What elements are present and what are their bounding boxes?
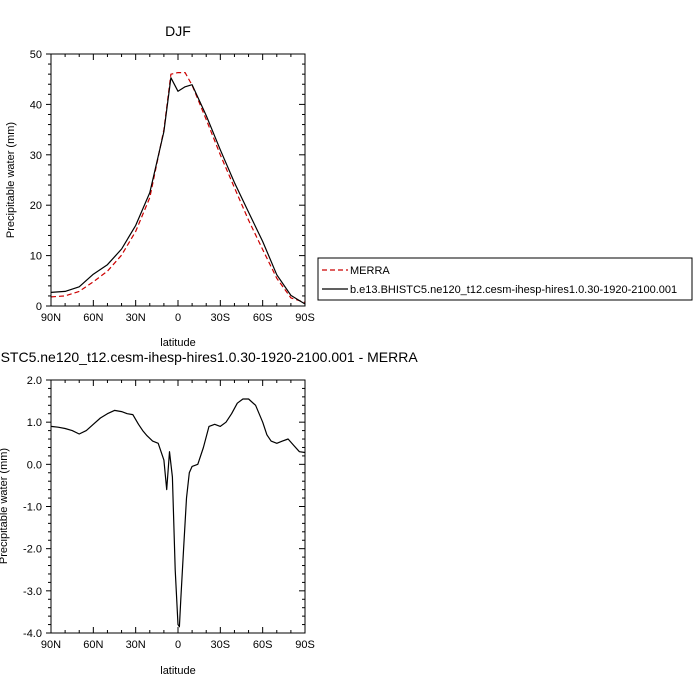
bottom-ticks: 90N 60N 30N 0 30S 60S 90S -4.0 -3.0 -2.0 -1.0 0.0 1.… — [23, 375, 315, 651]
series-line-difference — [50, 398, 306, 628]
x-tick-label: 60N — [83, 639, 103, 651]
top-x-axis-label: latitude — [160, 337, 195, 349]
bottom-panel: b.e13.BHISTC5.ne120_t12.cesm-ihesp-hires… — [0, 349, 418, 677]
y-tick-label: -2.0 — [23, 544, 42, 556]
x-tick-label: 60S — [253, 639, 273, 651]
x-tick-label: 90N — [41, 639, 61, 651]
x-tick-label: 90S — [295, 312, 315, 324]
y-tick-label: 0.0 — [27, 459, 42, 471]
bottom-x-axis-label: latitude — [160, 665, 195, 677]
bottom-y-axis-label: Precipitable water (mm) — [0, 448, 10, 564]
y-tick-label: 40 — [30, 99, 42, 111]
x-tick-label: 90N — [41, 312, 61, 324]
y-tick-label: 1.0 — [27, 417, 42, 429]
series-line-model — [50, 77, 306, 305]
legend: MERRA b.e13.BHISTC5.ne120_t12.cesm-ihesp… — [317, 257, 693, 301]
y-tick-label: -1.0 — [23, 502, 42, 514]
legend-label-merra: MERRA — [350, 265, 390, 277]
bottom-chart-title: b.e13.BHISTC5.ne120_t12.cesm-ihesp-hires… — [0, 349, 418, 365]
x-tick-label: 30S — [211, 312, 231, 324]
legend-box — [317, 257, 693, 301]
x-tick-label: 0 — [175, 639, 181, 651]
x-tick-label: 60S — [253, 312, 273, 324]
x-tick-label: 30N — [126, 312, 146, 324]
y-tick-label: 2.0 — [27, 375, 42, 387]
x-tick-label: 30N — [126, 639, 146, 651]
y-tick-label: -3.0 — [23, 586, 42, 598]
top-panel: DJF 90N 60N 30N 0 30S 60S 90S 0 10 20 30 40 50 latit… — [5, 23, 315, 349]
bottom-series-layer — [50, 398, 306, 628]
series-line-merra — [50, 71, 306, 304]
top-chart-title: DJF — [165, 23, 191, 39]
y-tick-label: 50 — [30, 49, 42, 61]
top-y-axis-label: Precipitable water (mm) — [5, 122, 17, 238]
y-tick-label: -4.0 — [23, 628, 42, 640]
y-tick-label: 30 — [30, 150, 42, 162]
top-plot-frame — [50, 53, 306, 307]
legend-label-model: b.e13.BHISTC5.ne120_t12.cesm-ihesp-hires… — [350, 284, 677, 296]
x-tick-label: 0 — [175, 312, 181, 324]
top-ticks: 90N 60N 30N 0 30S 60S 90S 0 10 20 30 40 50 — [30, 49, 315, 324]
top-series-layer — [50, 71, 306, 305]
bottom-plot-frame — [50, 379, 306, 634]
y-tick-label: 0 — [36, 301, 42, 313]
y-tick-label: 10 — [30, 251, 42, 263]
x-tick-label: 30S — [211, 639, 231, 651]
x-tick-label: 60N — [83, 312, 103, 324]
y-tick-label: 20 — [30, 200, 42, 212]
x-tick-label: 90S — [295, 639, 315, 651]
